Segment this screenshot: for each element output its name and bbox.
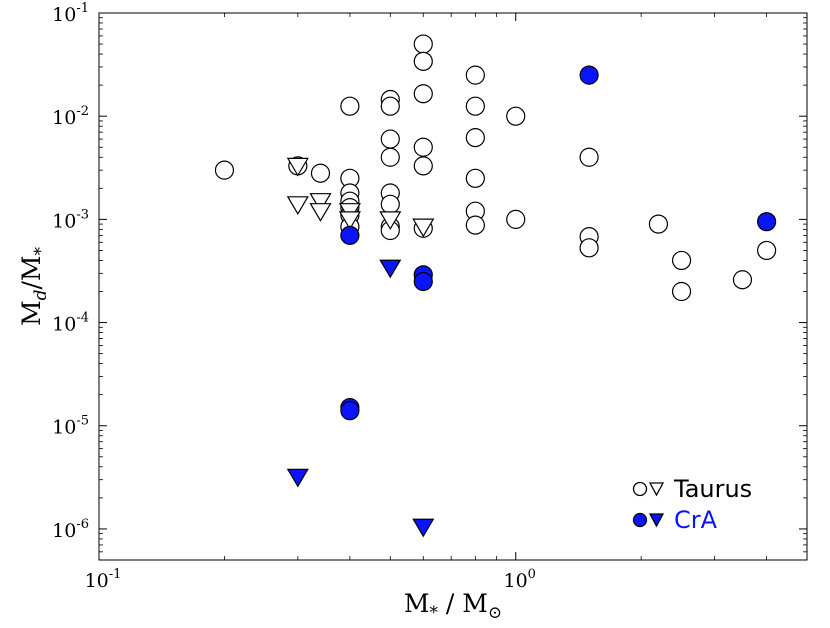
taurus-circle-point <box>214 160 235 180</box>
y-tick-label: 10-4 <box>52 311 89 336</box>
cra-circle-point <box>340 225 360 245</box>
legend-label-cra: CrA <box>674 506 718 534</box>
taurus-circle-point <box>465 65 485 85</box>
taurus-circle-point <box>671 250 692 271</box>
data-points <box>214 34 777 538</box>
taurus-circle-point <box>506 209 526 229</box>
x-tick-label: 100 <box>503 567 535 592</box>
taurus-circle-point <box>413 84 433 104</box>
taurus-circle-point <box>465 215 485 235</box>
taurus-circle-point <box>757 240 777 261</box>
taurus-circle-point <box>648 214 669 234</box>
x-axis-label: M* / M⊙ <box>404 589 502 623</box>
y-tick-label: 10-6 <box>52 517 89 542</box>
taurus-triangle-point <box>379 211 402 231</box>
cra-circle-point <box>757 212 777 232</box>
legend-entry-cra: CrA <box>632 506 782 534</box>
y-tick-label: 10-3 <box>52 207 89 232</box>
axis-ticks <box>98 12 808 561</box>
taurus-triangle-point <box>338 211 361 231</box>
taurus-circle-point <box>340 96 360 116</box>
taurus-circle-point <box>671 281 692 302</box>
taurus-circle-point <box>465 96 485 116</box>
taurus-circle-point <box>413 137 433 157</box>
y-tick-label: 10-2 <box>52 104 89 129</box>
legend: Taurus CrA <box>632 475 782 537</box>
taurus-circle-point <box>310 163 331 183</box>
taurus-triangle-point <box>286 196 309 215</box>
legend-marker-taurus-icon <box>632 481 665 497</box>
taurus-circle-point <box>380 194 400 214</box>
taurus-circle-point <box>380 96 400 116</box>
x-tick-label: 10-1 <box>85 567 122 592</box>
taurus-circle-point <box>579 238 599 258</box>
taurus-triangle-point <box>412 218 435 238</box>
taurus-triangle-point <box>309 193 332 212</box>
taurus-circle-point <box>465 168 485 188</box>
cra-triangle-point <box>412 518 435 538</box>
y-axis-label: Md/M* <box>17 246 51 326</box>
taurus-triangle-point <box>286 157 309 177</box>
legend-entry-taurus: Taurus <box>632 475 782 503</box>
y-tick-label: 10-1 <box>52 1 89 26</box>
legend-marker-cra-icon <box>632 512 665 528</box>
plot-frame <box>98 12 808 561</box>
taurus-triangle-point <box>309 203 332 222</box>
cra-triangle-point <box>286 468 309 488</box>
taurus-circle-point <box>732 270 753 290</box>
taurus-circle-point <box>413 51 433 71</box>
taurus-circle-point <box>380 147 400 167</box>
taurus-circle-point <box>506 106 526 126</box>
taurus-circle-point <box>579 147 599 167</box>
cra-circle-point <box>579 65 599 85</box>
taurus-circle-point <box>413 156 433 176</box>
legend-label-taurus: Taurus <box>674 475 753 503</box>
y-tick-label: 10-5 <box>52 414 89 439</box>
taurus-circle-point <box>380 129 400 149</box>
tick-labels: 10-1 100 10-6 10-5 10-4 10-3 10-2 10-1 <box>52 1 536 592</box>
taurus-circle-point <box>413 34 433 54</box>
cra-circle-point <box>340 401 360 421</box>
cra-circle-point <box>413 271 433 292</box>
taurus-circle-point <box>465 128 485 148</box>
cra-triangle-point <box>379 259 402 279</box>
